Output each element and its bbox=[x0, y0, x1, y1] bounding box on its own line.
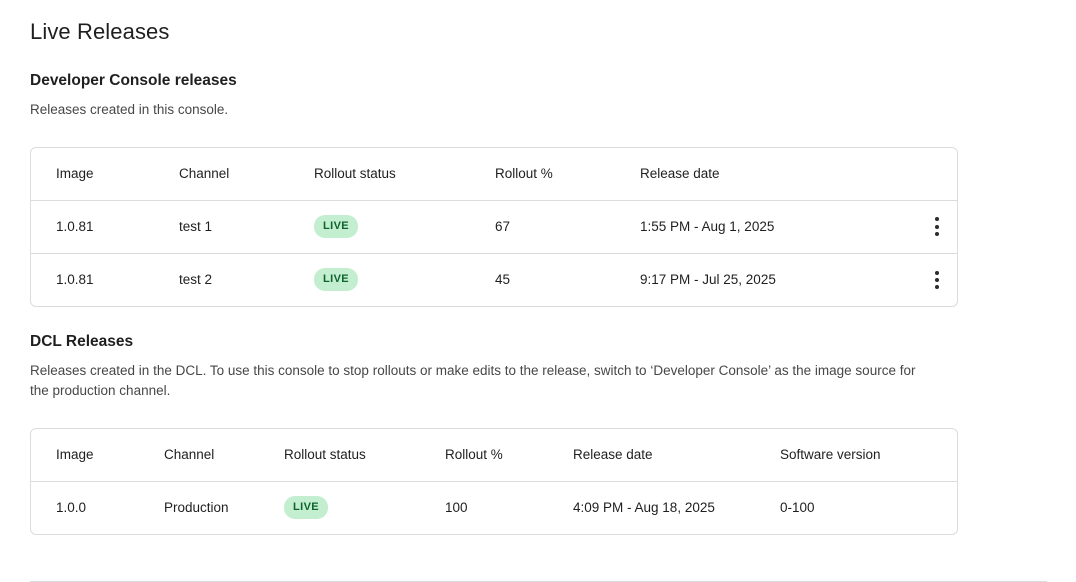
column-header-release-date: Release date bbox=[615, 148, 859, 201]
cell-rollout-status: LIVE bbox=[289, 200, 470, 253]
cell-actions bbox=[859, 252, 957, 306]
cell-release-date: 9:17 PM - Jul 25, 2025 bbox=[615, 252, 859, 306]
column-header-image: Image bbox=[31, 148, 154, 201]
dcl-releases-heading: DCL Releases bbox=[30, 333, 134, 350]
column-header-channel: Channel bbox=[154, 148, 289, 201]
developer-console-heading: Developer Console releases bbox=[30, 72, 237, 89]
developer-console-description: Releases created in this console. bbox=[30, 102, 229, 117]
column-header-actions bbox=[859, 148, 957, 201]
row-actions-menu-button[interactable] bbox=[917, 260, 957, 300]
table-header-row: Image Channel Rollout status Rollout % R… bbox=[31, 148, 957, 201]
dcl-releases-table: Image Channel Rollout status Rollout % R… bbox=[30, 428, 958, 535]
column-header-channel: Channel bbox=[139, 429, 259, 482]
kebab-menu-icon bbox=[935, 269, 939, 291]
column-header-release-date: Release date bbox=[548, 429, 755, 482]
live-status-badge: LIVE bbox=[284, 496, 329, 520]
table-row: 1.0.0 Production LIVE 100 4:09 PM - Aug … bbox=[31, 481, 957, 534]
cell-channel: Production bbox=[164, 500, 229, 516]
developer-console-releases-section: Developer Console releases Releases crea… bbox=[30, 71, 1047, 307]
cell-image: 1.0.81 bbox=[31, 252, 154, 306]
live-status-badge: LIVE bbox=[314, 268, 359, 292]
dcl-releases-description: Releases created in the DCL. To use this… bbox=[30, 363, 916, 398]
column-header-image: Image bbox=[31, 429, 139, 482]
column-header-rollout-status: Rollout status bbox=[289, 148, 470, 201]
cell-channel: test 2 bbox=[154, 252, 289, 306]
cell-rollout-percent: 100 bbox=[445, 500, 468, 516]
live-status-badge: LIVE bbox=[314, 215, 359, 238]
cell-release-date: 1:55 PM - Aug 1, 2025 bbox=[640, 219, 775, 234]
cell-image: 1.0.81 bbox=[56, 219, 94, 234]
table-header-row: Image Channel Rollout status Rollout % R… bbox=[31, 429, 957, 482]
cell-rollout-percent: 45 bbox=[470, 252, 615, 306]
cell-actions bbox=[859, 200, 957, 253]
column-header-rollout-percent: Rollout % bbox=[420, 429, 548, 482]
cell-software-version: 0-100 bbox=[780, 500, 815, 516]
developer-console-table: Image Channel Rollout status Rollout % R… bbox=[30, 147, 958, 307]
cell-rollout-percent: 67 bbox=[495, 219, 511, 234]
cell-rollout-status: LIVE bbox=[289, 252, 470, 306]
table-row: 1.0.81 test 1 LIVE 67 1:55 PM - Aug 1, 2… bbox=[31, 200, 957, 253]
cell-channel: test 1 bbox=[179, 219, 213, 234]
cell-rollout-status: LIVE bbox=[259, 481, 420, 534]
page-title: Live Releases bbox=[30, 19, 170, 44]
column-header-rollout-percent: Rollout % bbox=[470, 148, 615, 201]
column-header-rollout-status: Rollout status bbox=[259, 429, 420, 482]
row-actions-menu-button[interactable] bbox=[917, 207, 957, 247]
cell-release-date: 4:09 PM - Aug 18, 2025 bbox=[573, 500, 715, 516]
column-header-software-version: Software version bbox=[755, 429, 957, 482]
cell-image: 1.0.0 bbox=[56, 500, 87, 516]
kebab-menu-icon bbox=[935, 216, 939, 238]
table-row: 1.0.81 test 2 LIVE 45 9:17 PM - Jul 25, … bbox=[31, 252, 957, 306]
dcl-releases-section: DCL Releases Releases created in the DCL… bbox=[30, 332, 1047, 535]
